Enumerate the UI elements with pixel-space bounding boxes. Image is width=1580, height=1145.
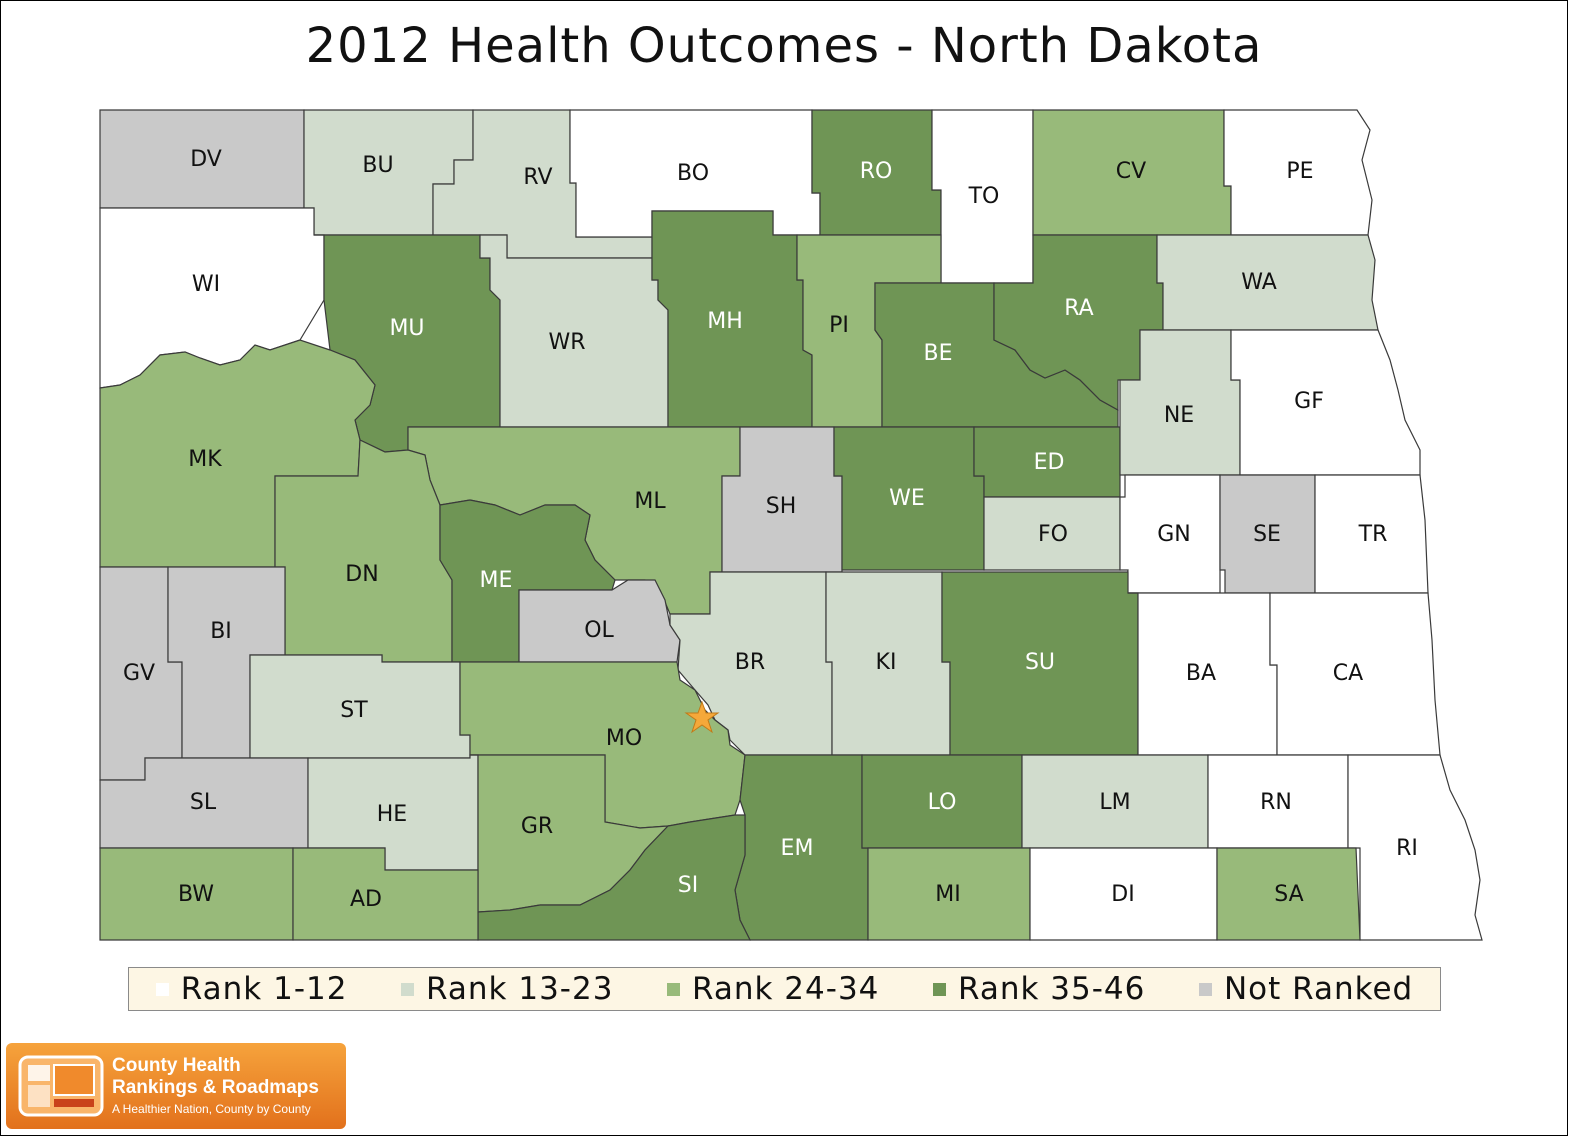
- county-label-sl: SL: [190, 790, 217, 815]
- county-label-ki: KI: [876, 650, 897, 675]
- legend-label: Rank 35-46: [957, 971, 1146, 1007]
- county-label-ra: RA: [1064, 296, 1093, 321]
- county-tr: [1314, 474, 1429, 594]
- county-label-ml: ML: [634, 489, 666, 514]
- county-label-to: TO: [968, 184, 1000, 209]
- county-label-se: SE: [1253, 522, 1281, 547]
- logo-text: County Health Rankings & Roadmaps A Heal…: [112, 1055, 319, 1116]
- county-label-st: ST: [340, 698, 368, 723]
- legend-item-rank-35-46: Rank 35-46: [932, 971, 1146, 1007]
- county-label-di: DI: [1111, 882, 1134, 907]
- county-label-bu: BU: [362, 153, 393, 178]
- legend-item-rank-1-12: Rank 1-12: [155, 971, 348, 1007]
- county-label-ca: CA: [1333, 661, 1363, 686]
- county-label-mu: MU: [389, 316, 424, 341]
- county-label-wi: WI: [192, 272, 220, 297]
- county-label-gr: GR: [521, 814, 553, 839]
- legend-swatch: [155, 982, 169, 996]
- map-title: 2012 Health Outcomes - North Dakota: [305, 18, 1263, 74]
- county-label-pi: PI: [829, 313, 849, 338]
- county-label-pe: PE: [1286, 159, 1313, 184]
- county-label-ne: NE: [1164, 403, 1194, 428]
- county-label-wa: WA: [1241, 270, 1277, 295]
- legend-label: Rank 13-23: [426, 971, 614, 1007]
- county-label-si: SI: [678, 873, 698, 898]
- county-label-mh: MH: [707, 309, 743, 334]
- chr-logo: County Health Rankings & Roadmaps A Heal…: [6, 1043, 346, 1129]
- legend-label: Rank 1-12: [180, 971, 348, 1007]
- legend-swatch: [401, 982, 415, 996]
- county-label-wr: WR: [548, 330, 585, 355]
- capital-star-icon: [684, 700, 720, 734]
- county-label-ol: OL: [584, 618, 614, 643]
- county-label-ri: RI: [1396, 836, 1418, 861]
- county-label-rv: RV: [523, 165, 552, 190]
- county-label-gn: GN: [1157, 522, 1191, 547]
- county-label-dv: DV: [190, 147, 222, 172]
- county-label-bo: BO: [677, 161, 709, 186]
- legend-swatch: [667, 982, 680, 996]
- county-label-rn: RN: [1260, 790, 1292, 815]
- county-label-ad: AD: [350, 887, 382, 912]
- county-label-me: ME: [480, 568, 513, 593]
- county-label-br: BR: [735, 650, 765, 675]
- county-label-ba: BA: [1186, 661, 1216, 686]
- county-ri: [1347, 754, 1483, 941]
- county-gf: [1230, 329, 1421, 476]
- logo-mark-icon: [18, 1055, 104, 1117]
- county-label-fo: FO: [1038, 522, 1068, 547]
- county-sa: [1216, 847, 1361, 941]
- county-label-be: BE: [924, 341, 953, 366]
- county-label-lo: LO: [928, 790, 957, 815]
- county-label-bw: BW: [178, 882, 214, 907]
- county-label-sh: SH: [766, 494, 797, 519]
- legend-label: Not Ranked: [1223, 971, 1414, 1007]
- county-label-we: WE: [889, 486, 925, 511]
- county-label-mk: MK: [188, 447, 222, 472]
- county-label-mi: MI: [935, 882, 960, 907]
- county-label-ro: RO: [860, 159, 893, 184]
- county-label-mo: MO: [606, 726, 642, 751]
- legend: Rank 1-12 Rank 13-23 Rank 24-34 Rank 35-…: [128, 967, 1441, 1011]
- county-label-gv: GV: [123, 661, 155, 686]
- county-si: [477, 814, 751, 941]
- logo-line2: Rankings & Roadmaps: [112, 1077, 319, 1098]
- county-label-em: EM: [781, 836, 814, 861]
- county-label-bi: BI: [210, 619, 232, 644]
- logo-line1: County Health: [112, 1055, 241, 1076]
- legend-swatch: [1198, 982, 1212, 996]
- logo-tagline: A Healthier Nation, County by County: [112, 1102, 311, 1116]
- county-label-cv: CV: [1116, 159, 1146, 184]
- county-pe: [1223, 109, 1373, 236]
- county-ad: [292, 847, 479, 941]
- legend-item-rank-24-34: Rank 24-34: [667, 971, 879, 1007]
- county-label-gf: GF: [1294, 389, 1324, 414]
- county-label-sa: SA: [1274, 882, 1303, 907]
- county-label-su: SU: [1025, 650, 1055, 675]
- legend-label: Rank 24-34: [692, 971, 880, 1007]
- county-label-ed: ED: [1034, 450, 1065, 475]
- county-label-tr: TR: [1358, 522, 1388, 547]
- county-me: [439, 499, 616, 663]
- legend-item-rank-13-23: Rank 13-23: [401, 971, 613, 1007]
- county-label-he: HE: [377, 802, 407, 827]
- county-label-lm: LM: [1099, 790, 1130, 815]
- legend-item-not-ranked: Not Ranked: [1198, 971, 1414, 1007]
- legend-swatch: [932, 982, 946, 996]
- county-label-dn: DN: [345, 562, 378, 587]
